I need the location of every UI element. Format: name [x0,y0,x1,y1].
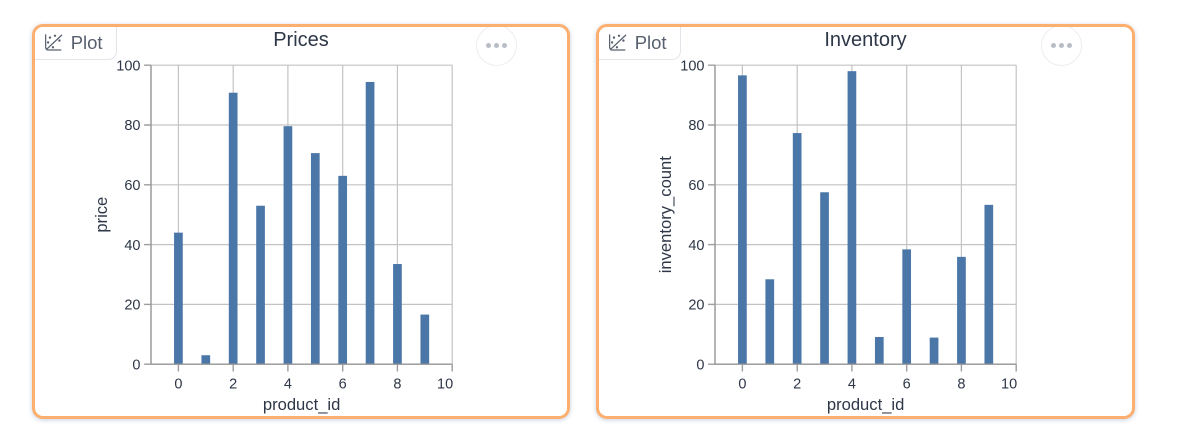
svg-text:10: 10 [1001,376,1017,392]
svg-text:20: 20 [688,297,704,313]
svg-text:8: 8 [957,376,965,392]
svg-text:80: 80 [124,118,140,134]
svg-text:product_id: product_id [263,395,341,414]
svg-text:0: 0 [738,376,746,392]
svg-text:0: 0 [696,357,704,373]
svg-text:0: 0 [174,376,182,392]
svg-text:80: 80 [688,118,704,134]
svg-text:2: 2 [793,376,801,392]
svg-text:inventory_count: inventory_count [656,155,675,273]
svg-text:20: 20 [124,297,140,313]
svg-text:100: 100 [116,58,140,74]
svg-text:2: 2 [229,376,237,392]
svg-text:8: 8 [393,376,401,392]
svg-text:product_id: product_id [827,395,905,414]
svg-text:10: 10 [437,376,453,392]
svg-text:60: 60 [688,178,704,194]
svg-text:4: 4 [284,376,292,392]
svg-text:price: price [92,196,111,232]
svg-text:60: 60 [124,178,140,194]
svg-text:40: 40 [124,237,140,253]
svg-text:40: 40 [688,237,704,253]
svg-text:6: 6 [903,376,911,392]
svg-text:100: 100 [680,58,704,74]
svg-text:0: 0 [132,357,140,373]
svg-text:4: 4 [848,376,856,392]
svg-text:6: 6 [339,376,347,392]
